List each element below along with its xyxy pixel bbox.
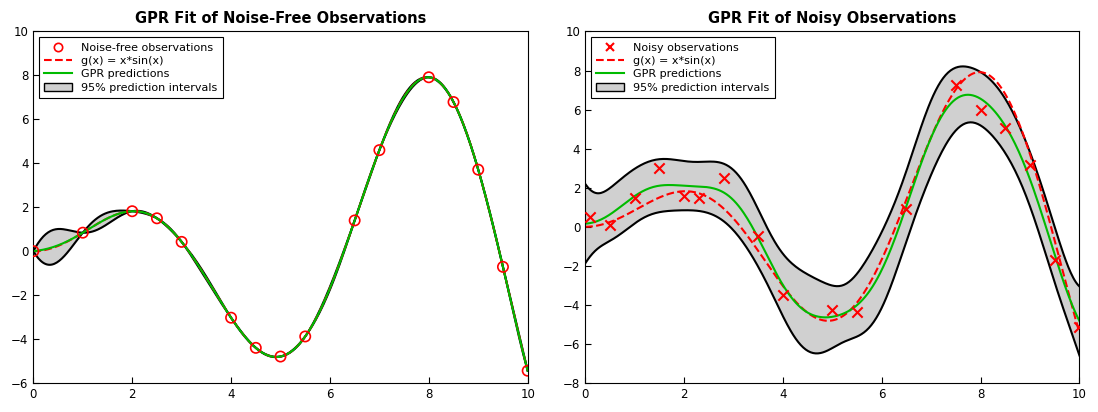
Point — [601, 222, 618, 228]
Point — [650, 164, 668, 171]
Point — [898, 205, 916, 212]
Point — [1046, 257, 1064, 264]
Point — [172, 239, 190, 245]
Point — [123, 208, 141, 215]
Point — [148, 215, 166, 222]
Point — [1021, 162, 1039, 169]
Point — [715, 174, 732, 181]
Title: GPR Fit of Noisy Observations: GPR Fit of Noisy Observations — [708, 11, 956, 26]
Legend: Noise-free observations, g(x) = x*sin(x), GPR predictions, 95% prediction interv: Noise-free observations, g(x) = x*sin(x)… — [38, 37, 223, 98]
Point — [470, 166, 488, 173]
Point — [690, 194, 707, 201]
Point — [581, 213, 598, 220]
Point — [749, 232, 766, 239]
Point — [774, 292, 792, 298]
Point — [519, 368, 537, 374]
Point — [494, 264, 512, 270]
Point — [371, 147, 389, 153]
Title: GPR Fit of Noise-Free Observations: GPR Fit of Noise-Free Observations — [135, 11, 426, 26]
Point — [271, 353, 289, 360]
Point — [849, 308, 866, 315]
Point — [675, 192, 693, 199]
Point — [421, 74, 438, 81]
Point — [247, 344, 265, 351]
Legend: Noisy observations, g(x) = x*sin(x), GPR predictions, 95% prediction intervals: Noisy observations, g(x) = x*sin(x), GPR… — [591, 37, 775, 98]
Point — [972, 106, 989, 113]
Point — [948, 81, 965, 88]
Point — [296, 333, 314, 340]
Point — [626, 194, 643, 201]
Point — [1071, 323, 1088, 330]
Point — [74, 229, 91, 236]
Point — [24, 248, 42, 255]
Point — [997, 124, 1015, 131]
Point — [346, 217, 363, 224]
Point — [445, 99, 462, 105]
Point — [824, 307, 841, 313]
Point — [222, 314, 239, 321]
